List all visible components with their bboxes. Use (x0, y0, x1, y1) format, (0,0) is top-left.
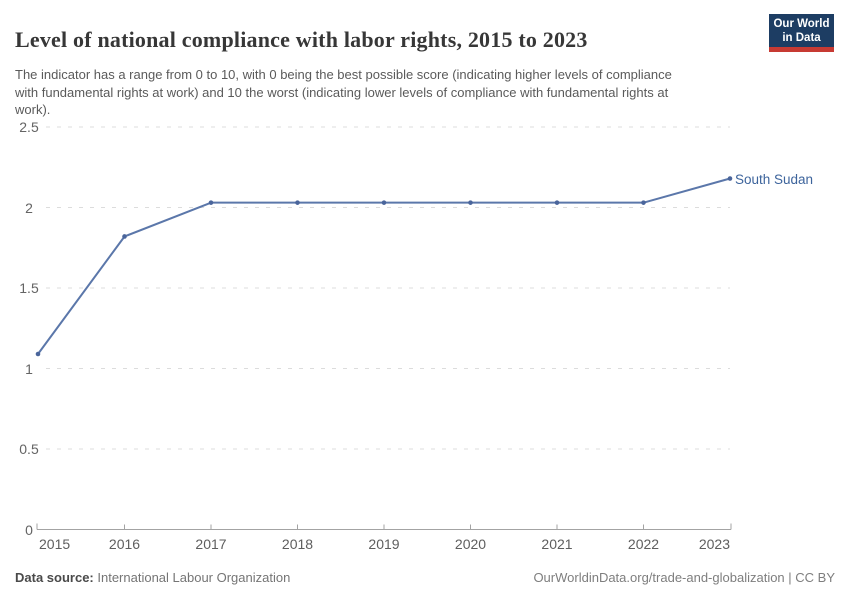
x-axis-label-2023: 2023 (698, 536, 730, 552)
y-axis-label-2.5: 2.5 (19, 119, 39, 135)
data-point-2020[interactable] (468, 200, 473, 205)
x-axis-label-2021: 2021 (541, 536, 573, 552)
data-point-2021[interactable] (554, 200, 560, 205)
x-axis-label-2019: 2019 (368, 536, 400, 552)
credit-link[interactable]: OurWorldinData.org/trade-and-globalizati… (533, 570, 835, 585)
chart-title: Level of national compliance with labor … (15, 26, 588, 52)
data-point-2016[interactable] (122, 234, 127, 239)
owid-logo-line2: in Data (782, 32, 821, 44)
x-axis-label-2020: 2020 (454, 536, 487, 552)
y-axis-label-2: 2 (25, 199, 33, 216)
owid-logo: Our World in Data (769, 14, 834, 52)
data-point-2022[interactable] (641, 200, 646, 205)
owid-logo-line1: Our World (773, 18, 830, 30)
data-point-2017[interactable] (208, 200, 214, 205)
x-axis-label-2018: 2018 (281, 536, 314, 552)
y-axis-label-0: 0 (25, 521, 33, 538)
data-point-2015[interactable] (35, 351, 41, 357)
x-axis-label-2022: 2022 (627, 536, 660, 552)
x-axis-label-2016: 2016 (108, 536, 141, 552)
series-label-south-sudan[interactable]: South Sudan (735, 171, 814, 187)
data-point-2018[interactable] (295, 200, 300, 205)
data-source-value: International Labour Organization (93, 570, 291, 585)
data-point-2019[interactable] (381, 200, 387, 205)
y-axis-label-1.5: 1.5 (19, 280, 39, 296)
chart-subtitle: The indicator has a range from 0 to 10, … (15, 67, 672, 117)
x-axis-label-2017: 2017 (195, 536, 227, 552)
data-point-2023[interactable] (727, 176, 733, 181)
y-axis-label-1: 1 (25, 360, 33, 377)
data-source: Data source: International Labour Organi… (15, 570, 290, 585)
x-axis-label-2015: 2015 (39, 536, 71, 552)
y-axis-label-0.5: 0.5 (19, 441, 39, 457)
data-source-label: Data source: (15, 570, 94, 585)
